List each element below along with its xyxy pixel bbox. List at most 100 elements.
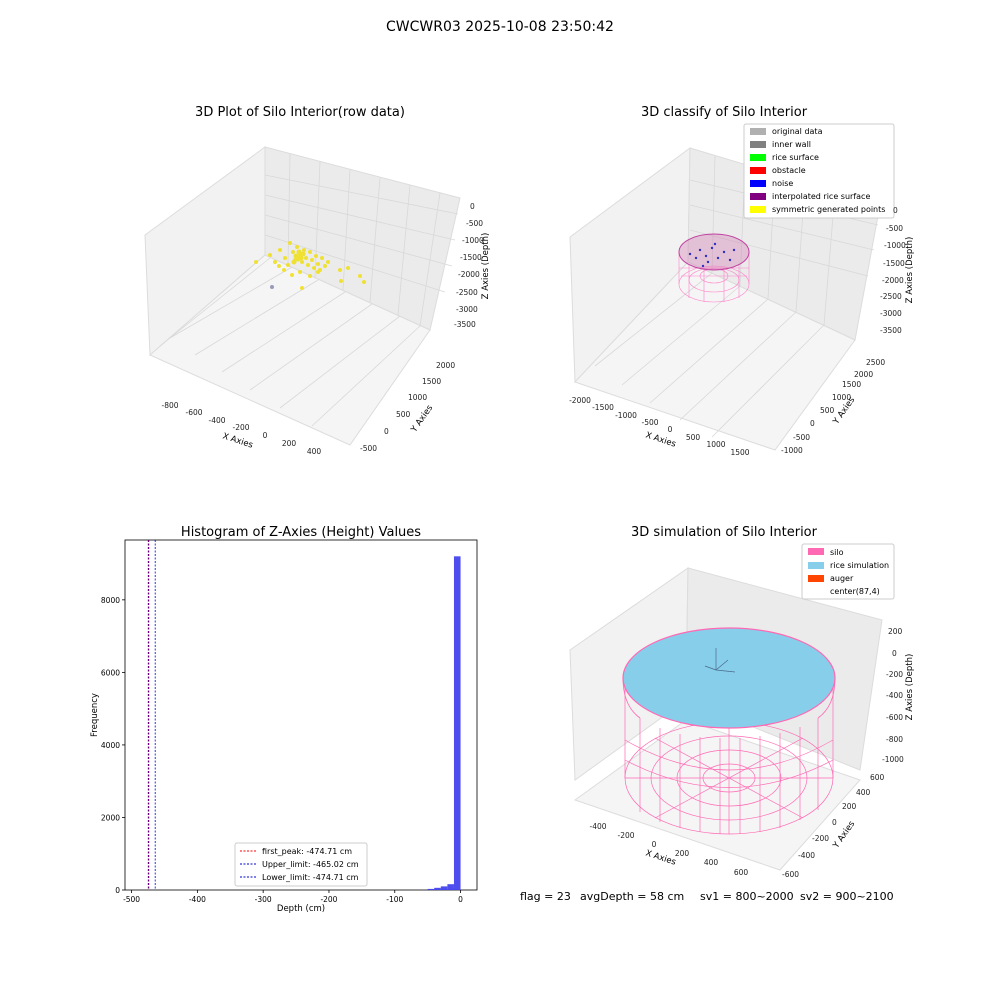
hist-bar-1 [434,887,441,890]
panel-raw: 3D Plot of Silo Interior(row data) [144,105,491,456]
svg-text:-1500: -1500 [883,259,905,268]
status-line: flag = 23 avgDepth = 58 cm sv1 = 800~200… [520,890,894,903]
classify-legend: original data inner wall rice surface ob… [743,123,895,219]
hist-x-ticks: -500 -400 -300 -200 -100 0 [123,890,463,904]
svg-text:-2500: -2500 [880,292,902,301]
legend-swatch-silo [808,548,824,555]
svg-text:-3500: -3500 [880,326,902,335]
simulation-y-ticks: -600 -400 -200 0 200 400 600 [782,773,885,879]
svg-text:original data: original data [772,127,823,136]
status-flag: flag = 23 [520,890,571,903]
svg-text:-400: -400 [589,822,606,831]
classify-y-ticks: -1000 -500 0 500 1000 1500 2000 2500 [781,358,885,455]
simulation-x-label: X Axies [644,848,677,867]
svg-text:-1000: -1000 [884,241,906,250]
svg-text:2500: 2500 [866,358,885,367]
svg-text:0: 0 [384,427,389,436]
svg-text:inner wall: inner wall [772,140,811,149]
svg-text:-800: -800 [161,401,178,410]
svg-text:0: 0 [668,425,673,434]
svg-text:-600: -600 [185,408,202,417]
hist-legend-upper-limit: Upper_limit: -465.02 cm [262,860,359,869]
legend-swatch-obstacle [750,167,766,174]
classify-title: 3D classify of Silo Interior [641,105,808,120]
svg-text:-200: -200 [886,670,903,679]
svg-text:auger: auger [830,574,854,583]
svg-text:-400: -400 [886,691,903,700]
hist-legend: first_peak: -474.71 cm Upper_limit: -465… [234,842,368,887]
hist-title: Histogram of Z-Axies (Height) Values [181,525,421,540]
svg-text:-1000: -1000 [882,755,904,764]
hist-x-tick-label: -100 [386,895,403,904]
classify-noise-points [688,242,736,268]
svg-text:-3500: -3500 [454,320,476,329]
svg-text:-2500: -2500 [456,288,478,297]
svg-text:1500: 1500 [422,377,441,386]
svg-text:400: 400 [307,447,322,456]
svg-text:-500: -500 [886,224,903,233]
raw-x-ticks: -800 -600 -400 -200 0 200 400 [161,401,321,456]
svg-text:0: 0 [263,431,268,440]
legend-swatch-interpolated [750,193,766,200]
status-sv1: sv1 = 800~2000 [700,890,794,903]
hist-x-tick-label: -300 [255,895,272,904]
raw-scatter-points [254,241,366,290]
svg-text:-1500: -1500 [460,253,482,262]
hist-vlines [147,540,156,890]
svg-text:1000: 1000 [832,393,851,402]
svg-text:2000: 2000 [854,370,873,379]
simulation-z-ticks: 200 0 -200 -400 -600 -800 -1000 [882,627,904,764]
raw-gridlines [159,153,459,427]
svg-text:silo: silo [830,548,844,557]
simulation-rice-surface [622,627,836,729]
svg-text:-800: -800 [886,735,903,744]
svg-text:symmetric generated points: symmetric generated points [772,205,885,214]
svg-text:-1000: -1000 [781,446,803,455]
classify-silo-mesh [678,252,750,303]
hist-y-tick-label: 8000 [101,596,120,605]
classify-rice-surface-mesh [678,233,750,271]
simulation-title: 3D simulation of Silo Interior [631,525,818,540]
legend-swatch-rice-surface [750,154,766,161]
svg-text:-500: -500 [793,433,810,442]
hist-bar-3 [447,884,454,890]
svg-text:600: 600 [870,773,885,782]
hist-y-tick-label: 2000 [101,813,120,822]
svg-text:400: 400 [704,858,719,867]
hist-bar-4 [453,556,461,890]
simulation-rim [622,677,836,719]
simulation-auger [704,648,736,673]
svg-text:1500: 1500 [730,448,749,457]
svg-text:200: 200 [888,627,903,636]
simulation-silo-wireframe [624,680,834,835]
svg-text:200: 200 [842,802,857,811]
simulation-legend: silo rice simulation auger center(87,4) [801,543,895,600]
classify-pane-floor [574,261,856,451]
svg-text:500: 500 [396,410,411,419]
svg-text:200: 200 [675,849,690,858]
svg-text:400: 400 [856,788,871,797]
status-sv2: sv2 = 900~2100 [800,890,894,903]
raw-x-label: X Axies [221,431,254,450]
hist-plot-area [124,539,478,891]
svg-text:-3000: -3000 [880,309,902,318]
svg-text:0: 0 [892,649,897,658]
svg-text:interpolated rice surface: interpolated rice surface [772,192,870,201]
raw-title: 3D Plot of Silo Interior(row data) [195,105,405,120]
svg-text:-1000: -1000 [462,236,484,245]
svg-text:-1000: -1000 [615,411,637,420]
svg-text:-500: -500 [641,418,658,427]
hist-x-tick-label: 0 [458,895,463,904]
legend-center-label: center(87,4) [830,587,880,596]
hist-x-tick-label: -400 [189,895,206,904]
classify-x-label: X Axies [644,430,677,449]
svg-text:-600: -600 [782,870,799,879]
svg-text:0: 0 [652,840,657,849]
hist-y-label: Frequency [90,693,100,737]
svg-text:1500: 1500 [842,380,861,389]
hist-bar-0 [427,888,435,890]
hist-y-tick-label: 4000 [101,741,120,750]
hist-x-label: Depth (cm) [277,904,325,914]
svg-text:-600: -600 [886,713,903,722]
